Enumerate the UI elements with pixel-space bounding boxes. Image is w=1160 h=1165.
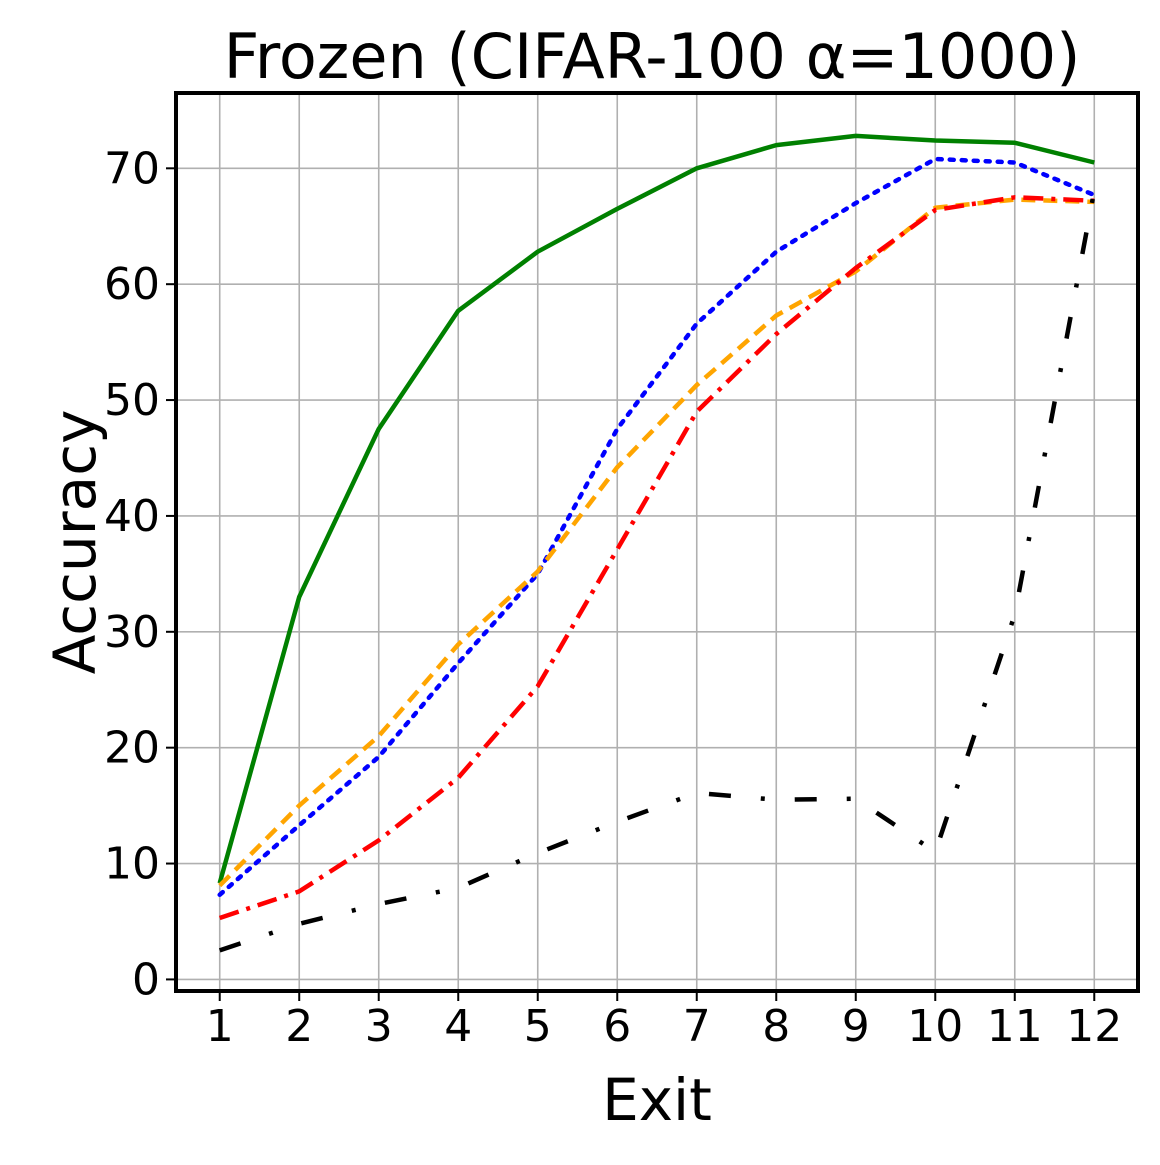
x-tick-label: 6 <box>603 1001 631 1052</box>
plot-frame <box>174 91 1140 993</box>
series-line-1 <box>217 133 1095 884</box>
y-tick-label: 50 <box>104 375 160 426</box>
y-tick-label: 20 <box>104 723 160 774</box>
x-tick-label: 10 <box>907 1001 963 1052</box>
y-tick-label: 70 <box>104 143 160 194</box>
series-line-2 <box>217 156 1097 898</box>
y-tick-label: 10 <box>104 839 160 890</box>
x-axis-ticks: 1 2 3 4 5 6 7 8 9 10 11 12 <box>206 991 1122 1052</box>
x-tick-label: 12 <box>1066 1001 1122 1052</box>
grid <box>176 93 1138 991</box>
series-line-4 <box>218 195 1095 921</box>
series-line-5 <box>218 189 1097 953</box>
y-axis-label: Accuracy <box>41 410 109 675</box>
y-tick-label: 40 <box>104 491 160 542</box>
x-tick-label: 8 <box>762 1001 790 1052</box>
x-tick-label: 2 <box>285 1001 313 1052</box>
y-axis-ticks: 0 10 20 30 40 50 60 70 <box>104 143 176 1005</box>
series-layer <box>217 133 1097 953</box>
x-tick-label: 5 <box>524 1001 552 1052</box>
x-tick-label: 3 <box>365 1001 393 1052</box>
y-tick-label: 60 <box>104 259 160 310</box>
chart-title: Frozen (CIFAR-100 α=1000) <box>224 20 1081 93</box>
x-tick-label: 1 <box>206 1001 234 1052</box>
y-tick-label: 30 <box>104 607 160 658</box>
x-tick-label: 4 <box>444 1001 472 1052</box>
x-axis-label: Exit <box>602 1066 712 1134</box>
x-tick-label: 11 <box>987 1001 1043 1052</box>
x-tick-label: 7 <box>683 1001 711 1052</box>
y-tick-label: 0 <box>132 954 160 1005</box>
x-tick-label: 9 <box>842 1001 870 1052</box>
series-line-3 <box>218 197 1095 888</box>
